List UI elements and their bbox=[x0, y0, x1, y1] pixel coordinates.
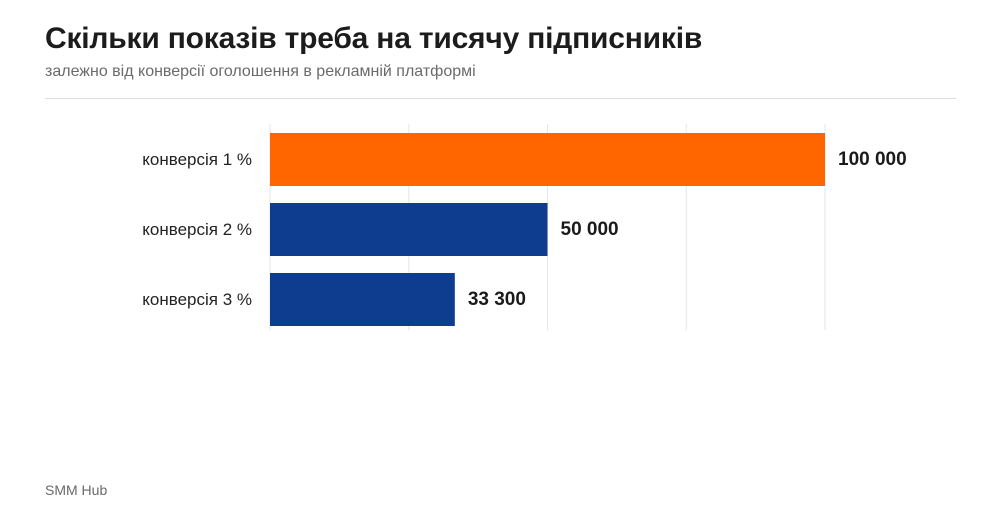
category-labels: конверсія 1 % конверсія 2 % конверсія 3 % bbox=[142, 150, 252, 309]
bar bbox=[270, 203, 548, 256]
category-label: конверсія 1 % bbox=[142, 150, 252, 169]
chart-subtitle: залежно від конверсії оголошення в рекла… bbox=[45, 63, 476, 80]
bar bbox=[270, 133, 825, 186]
value-label: 100 000 bbox=[838, 149, 907, 170]
bars bbox=[270, 133, 825, 326]
source-credit: SMM Hub bbox=[45, 482, 108, 498]
value-label: 33 300 bbox=[468, 289, 526, 310]
header-divider bbox=[45, 98, 956, 99]
category-label: конверсія 2 % bbox=[142, 220, 252, 239]
category-label: конверсія 3 % bbox=[142, 290, 252, 309]
bar bbox=[270, 273, 455, 326]
chart-title: Скільки показів треба на тисячу підписни… bbox=[45, 22, 703, 55]
value-labels: 100 000 50 000 33 300 bbox=[468, 149, 907, 310]
value-label: 50 000 bbox=[561, 219, 619, 240]
